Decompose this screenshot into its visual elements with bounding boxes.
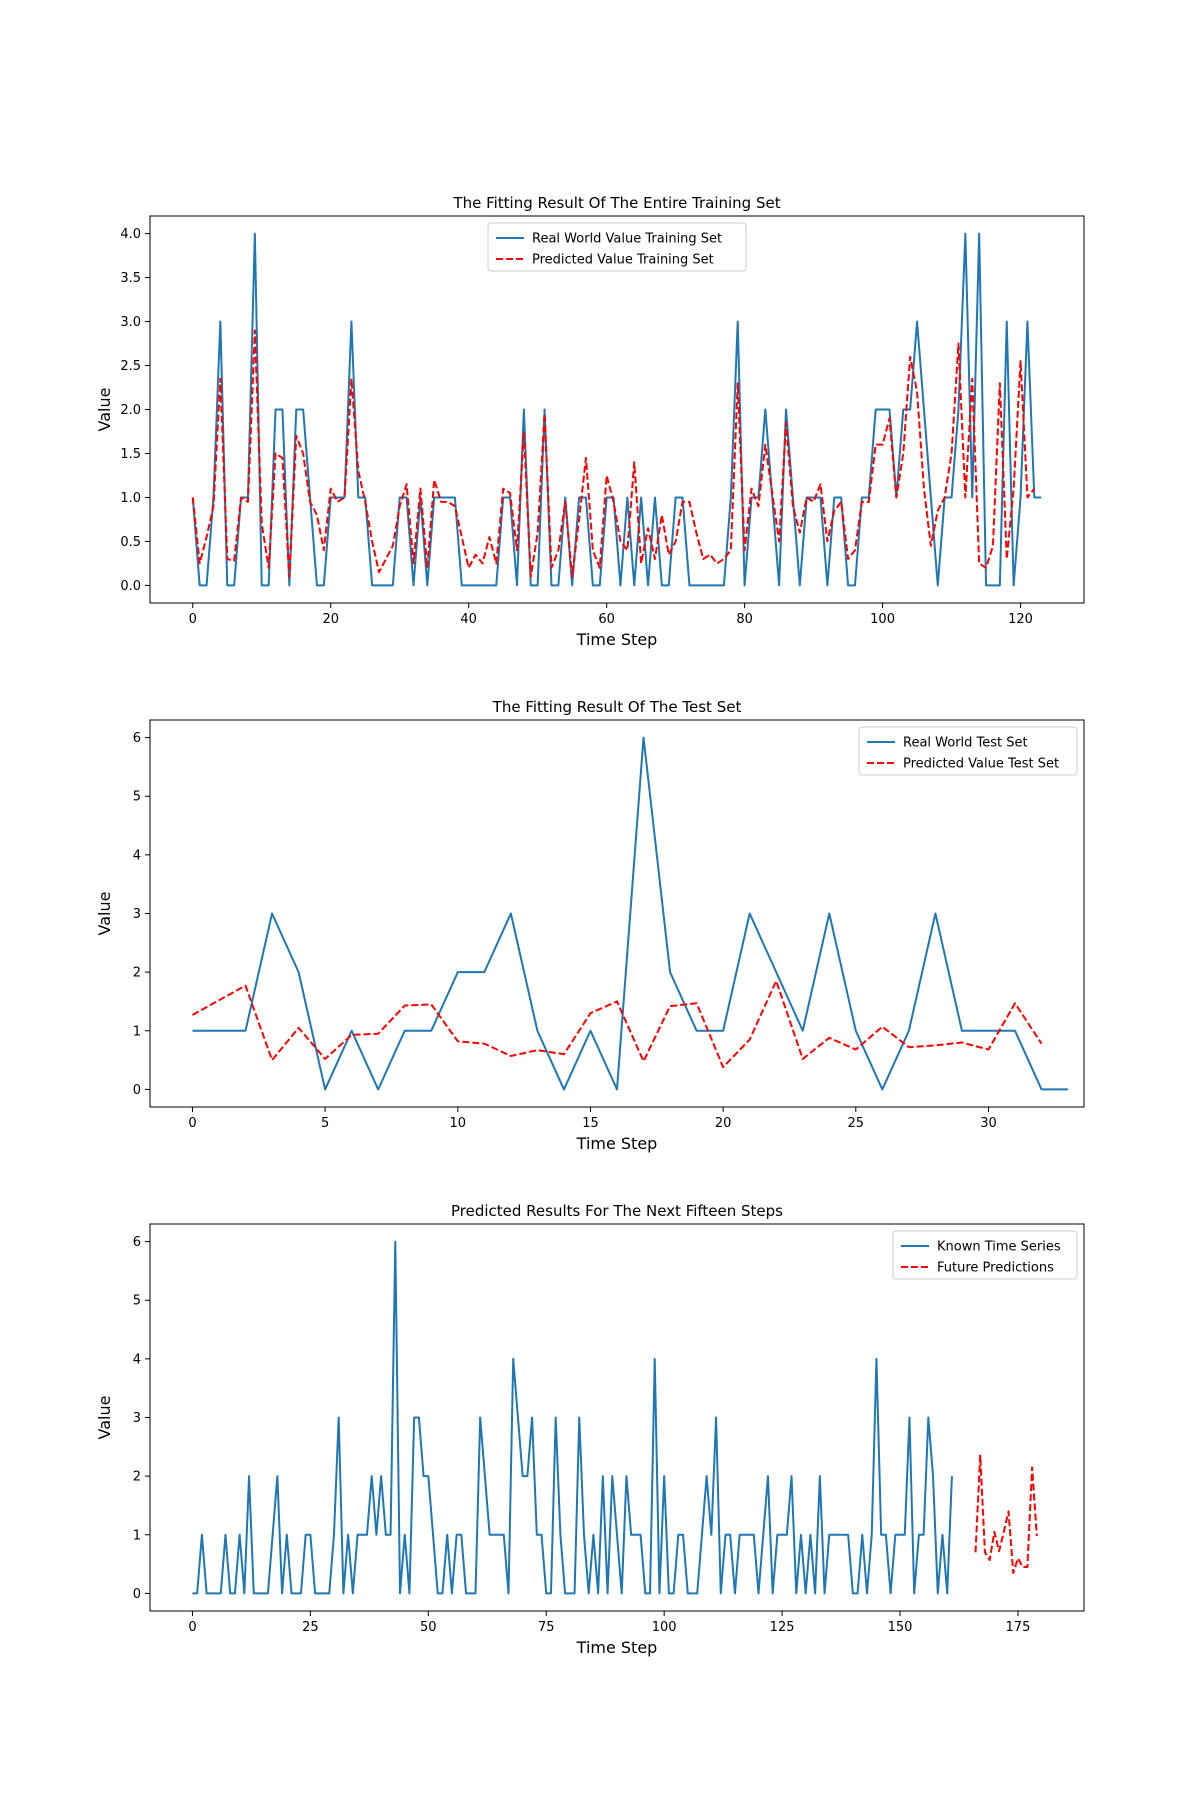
legend-entry: Real World Value Training Set [532, 232, 722, 247]
legend [487, 222, 747, 272]
series-line-1 [192, 736, 1069, 1091]
series-line-2 [191, 979, 1043, 1069]
y-tick-label: 2 [133, 1470, 141, 1485]
series-line-2 [974, 1454, 1038, 1574]
y-tick-label: 3 [133, 907, 141, 922]
x-axis-label: Time Step [576, 1134, 658, 1153]
x-tick-label: 40 [460, 612, 477, 627]
x-tick-label: 0 [189, 612, 197, 627]
legend [858, 726, 1078, 776]
y-tick-label: 2 [133, 966, 141, 981]
plot-frame [149, 215, 1085, 604]
x-tick-label: 125 [770, 1620, 795, 1635]
legend [892, 1230, 1078, 1280]
x-tick-label: 20 [322, 612, 339, 627]
x-tick-label: 10 [450, 1116, 467, 1131]
series-line-1 [192, 1240, 953, 1595]
x-tick-label: 5 [321, 1116, 329, 1131]
x-tick-label: 50 [420, 1620, 437, 1635]
series-line-1 [191, 232, 1042, 587]
chart-title: The Fitting Result Of The Entire Trainin… [452, 194, 780, 212]
x-axis-label: Time Step [576, 1638, 658, 1657]
legend-entry: Predicted Value Test Set [903, 757, 1059, 772]
y-tick-label: 6 [133, 1235, 141, 1250]
y-axis-label: Value [95, 1396, 114, 1440]
x-tick-label: 150 [888, 1620, 913, 1635]
chart-panel-1: The Fitting Result Of The Entire Trainin… [95, 194, 1085, 649]
chart-title: The Fitting Result Of The Test Set [492, 698, 742, 716]
x-tick-label: 60 [598, 612, 615, 627]
x-tick-label: 30 [980, 1116, 997, 1131]
x-tick-label: 0 [188, 1620, 196, 1635]
x-tick-label: 80 [736, 612, 753, 627]
x-axis-label: Time Step [576, 630, 658, 649]
chart-panel-3: Predicted Results For The Next Fifteen S… [95, 1202, 1085, 1657]
y-tick-label: 5 [133, 790, 141, 805]
legend-entry: Predicted Value Training Set [532, 253, 714, 268]
plot-frame [149, 719, 1085, 1108]
x-tick-label: 100 [652, 1620, 677, 1635]
x-tick-label: 120 [1008, 612, 1033, 627]
y-tick-label: 0.5 [120, 535, 141, 550]
y-tick-label: 6 [133, 731, 141, 746]
series-line-2 [191, 329, 1036, 578]
y-tick-label: 1.0 [120, 491, 141, 506]
y-tick-label: 3 [133, 1411, 141, 1426]
legend-entry: Future Predictions [937, 1261, 1054, 1276]
plot-frame [149, 1223, 1085, 1612]
x-tick-label: 175 [1006, 1620, 1031, 1635]
y-axis-label: Value [95, 892, 114, 936]
x-tick-label: 25 [302, 1620, 319, 1635]
y-tick-label: 2.5 [120, 359, 141, 374]
y-tick-label: 4.0 [120, 227, 141, 242]
y-tick-label: 3.0 [120, 315, 141, 330]
y-tick-label: 1 [133, 1024, 141, 1039]
y-tick-label: 3.5 [120, 271, 141, 286]
legend-entry: Known Time Series [937, 1240, 1061, 1255]
x-tick-label: 0 [188, 1116, 196, 1131]
y-tick-label: 1 [133, 1528, 141, 1543]
y-tick-label: 0 [133, 1587, 141, 1602]
x-tick-label: 25 [848, 1116, 865, 1131]
x-tick-label: 100 [870, 612, 895, 627]
y-tick-label: 0.0 [120, 579, 141, 594]
chart-title: Predicted Results For The Next Fifteen S… [451, 1202, 783, 1220]
y-tick-label: 4 [133, 1352, 141, 1367]
x-tick-label: 20 [715, 1116, 732, 1131]
y-tick-label: 1.5 [120, 447, 141, 462]
y-axis-label: Value [95, 388, 114, 432]
y-tick-label: 4 [133, 848, 141, 863]
x-tick-label: 15 [582, 1116, 599, 1131]
legend-entry: Real World Test Set [903, 736, 1028, 751]
y-tick-label: 5 [133, 1294, 141, 1309]
y-tick-label: 0 [133, 1083, 141, 1098]
x-tick-label: 75 [538, 1620, 555, 1635]
y-tick-label: 2.0 [120, 403, 141, 418]
